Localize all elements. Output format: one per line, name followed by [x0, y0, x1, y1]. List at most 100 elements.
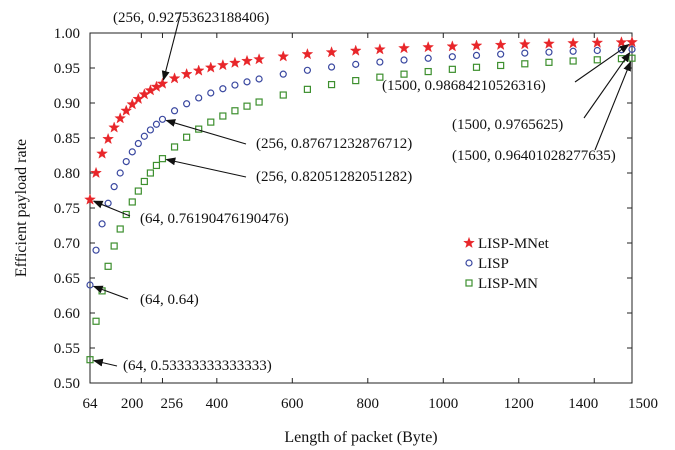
data-point — [398, 42, 410, 54]
data-point — [593, 46, 601, 55]
data-point — [158, 115, 167, 123]
data-point — [518, 38, 531, 50]
y-tick-label: 0.65 — [54, 271, 80, 287]
annotation-arrow — [165, 157, 247, 178]
data-point — [128, 198, 136, 206]
annotation-arrow — [165, 119, 247, 145]
data-point — [92, 246, 100, 254]
data-point — [102, 132, 114, 145]
data-point — [170, 107, 179, 115]
y-tick-label: 0.55 — [54, 341, 80, 357]
x-tick-label: 200 — [121, 396, 144, 412]
data-point — [376, 58, 384, 66]
data-point — [569, 47, 577, 55]
data-point — [183, 133, 191, 141]
data-point — [569, 57, 577, 65]
legend-label: LISP-MN — [478, 276, 538, 292]
data-point — [303, 66, 312, 74]
data-point — [373, 43, 386, 55]
data-point — [327, 63, 336, 71]
data-point — [521, 49, 529, 57]
data-point — [543, 37, 555, 49]
annotation-arrow — [92, 200, 131, 217]
data-point — [84, 193, 96, 205]
legend-marker — [463, 236, 475, 249]
y-tick-label: 0.70 — [54, 236, 80, 252]
data-point — [170, 143, 179, 151]
annotation-arrow — [92, 358, 118, 367]
data-point — [352, 76, 360, 85]
x-axis: 64 200 256 400 600 800 1000 1200 1400 1500 — [83, 33, 658, 412]
annotations: (256, 0.92753623188406) (256, 0.876712328… — [92, 10, 632, 374]
plot-area — [89, 32, 633, 384]
data-point — [255, 98, 263, 106]
data-point — [216, 59, 229, 71]
data-point — [192, 64, 205, 76]
y-tick-label: 0.80 — [54, 166, 80, 182]
data-point — [152, 120, 161, 128]
data-point — [140, 177, 148, 186]
data-point — [349, 44, 362, 56]
data-point — [128, 148, 136, 156]
y-tick-label: 0.85 — [54, 131, 80, 147]
data-point — [231, 107, 239, 115]
data-point — [400, 56, 408, 64]
data-point — [301, 48, 314, 60]
legend-marker — [465, 259, 473, 267]
data-point — [229, 56, 241, 68]
data-point — [104, 199, 112, 207]
x-axis-title: Length of packet (Byte) — [284, 429, 437, 446]
data-point — [207, 89, 215, 97]
data-point — [422, 41, 435, 53]
data-point — [146, 126, 154, 134]
legend: LISP-MNet LISP LISP-MN — [458, 232, 584, 294]
y-tick-label: 0.75 — [54, 201, 80, 217]
data-point — [110, 242, 118, 250]
data-point — [110, 183, 118, 191]
data-point — [255, 75, 263, 83]
data-point — [615, 36, 628, 48]
data-point — [140, 132, 148, 140]
data-point — [86, 281, 94, 289]
data-point — [183, 100, 191, 108]
annotation-label: (256, 0.87671232876712) — [256, 136, 412, 152]
data-point — [325, 46, 338, 58]
x-tick-label: 1500 — [628, 396, 658, 412]
data-point — [521, 60, 529, 68]
data-point — [327, 80, 336, 89]
annotation-label: (64, 0.64) — [140, 292, 199, 308]
data-point — [424, 54, 432, 62]
series-lisp-mnet — [84, 36, 638, 205]
data-point — [470, 39, 483, 51]
data-point — [497, 61, 505, 70]
data-point — [243, 102, 251, 110]
data-point — [168, 72, 181, 84]
y-axis-title: Efficient payload rate — [13, 139, 30, 277]
data-point — [90, 166, 102, 179]
annotation-arrow — [594, 60, 632, 151]
data-point — [494, 38, 507, 50]
data-point — [545, 48, 553, 56]
data-point — [219, 85, 227, 93]
annotation-arrow — [92, 285, 129, 300]
annotation-arrow — [574, 43, 630, 83]
series-lisp-mn — [86, 54, 636, 364]
annotation-label: (1500, 0.98684210526316) — [382, 78, 546, 94]
y-tick-label: 0.50 — [54, 376, 80, 392]
legend-marker — [465, 279, 473, 287]
annotation-label: (1500, 0.9765625) — [452, 117, 563, 133]
data-point — [472, 63, 481, 71]
annotation-label: (256, 0.82051282051282) — [256, 169, 412, 185]
y-tick-label: 0.95 — [54, 61, 80, 77]
data-point — [424, 67, 432, 76]
data-point — [545, 58, 553, 66]
data-point — [446, 40, 459, 52]
data-point — [98, 220, 106, 228]
legend-label: LISP-MNet — [478, 236, 550, 252]
data-point — [303, 85, 312, 93]
data-point — [158, 155, 167, 163]
data-point — [593, 56, 601, 64]
data-point — [204, 61, 217, 73]
annotation-label: (1500, 0.96401028277635) — [452, 148, 616, 164]
data-point — [253, 53, 265, 65]
